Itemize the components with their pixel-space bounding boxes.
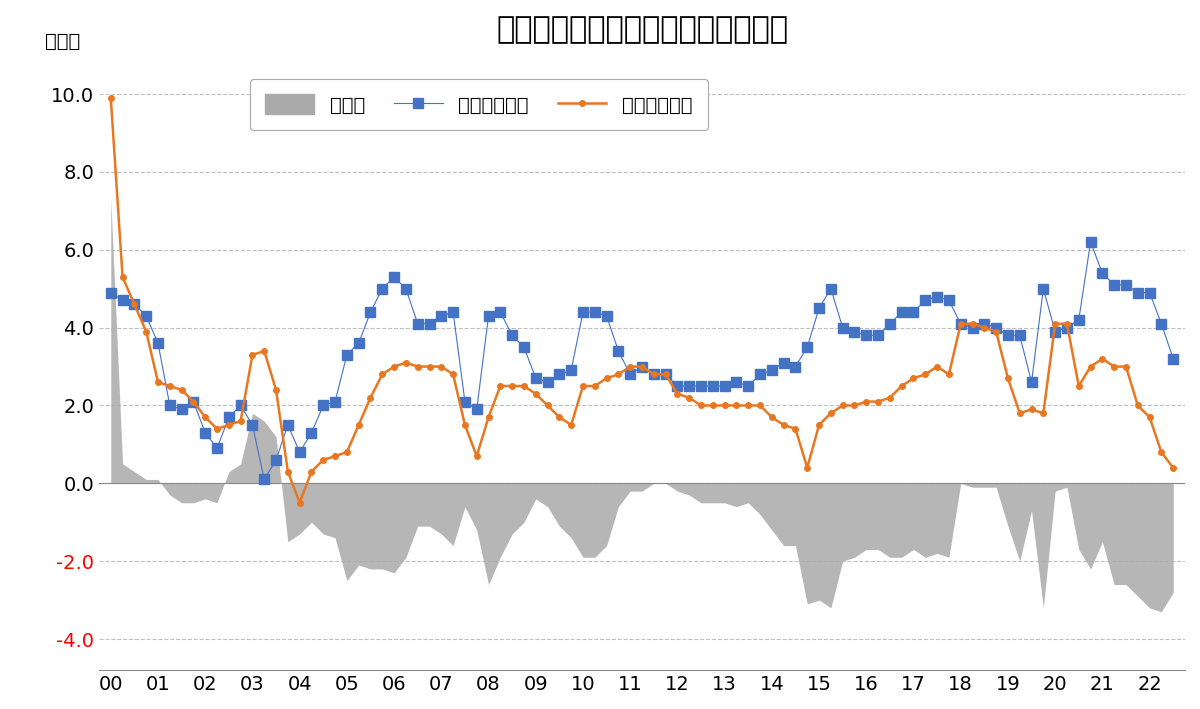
対内直接投資 — [386, 362, 401, 371]
対外直接投資 — [1154, 320, 1169, 328]
対内直接投資 — [103, 94, 118, 102]
対内直接投資 — [293, 498, 307, 507]
対内直接投資 — [1154, 448, 1169, 457]
対外直接投資 — [1084, 238, 1098, 246]
対外直接投資 — [1013, 331, 1027, 340]
Text: （％）: （％） — [44, 32, 80, 51]
対内直接投資 — [234, 417, 248, 425]
対外直接投資 — [257, 475, 271, 484]
Line: 対外直接投資: 対外直接投資 — [106, 238, 1178, 484]
対外直接投資 — [1166, 354, 1181, 363]
対外直接投資 — [730, 378, 744, 386]
Line: 対内直接投資: 対内直接投資 — [108, 95, 1176, 506]
対内直接投資 — [1013, 409, 1027, 418]
対内直接投資 — [1142, 413, 1157, 421]
対内直接投資 — [1166, 464, 1181, 472]
対内直接投資 — [364, 393, 378, 402]
対外直接投資 — [103, 289, 118, 297]
Legend: ネット, 対外直接投資, 対内直接投資: ネット, 対外直接投資, 対内直接投資 — [250, 79, 708, 130]
対外直接投資 — [234, 401, 248, 410]
Title: ドイツの対内・対外直接投資の推移: ドイツの対内・対外直接投資の推移 — [496, 15, 788, 44]
対外直接投資 — [386, 273, 401, 281]
対外直接投資 — [364, 308, 378, 316]
